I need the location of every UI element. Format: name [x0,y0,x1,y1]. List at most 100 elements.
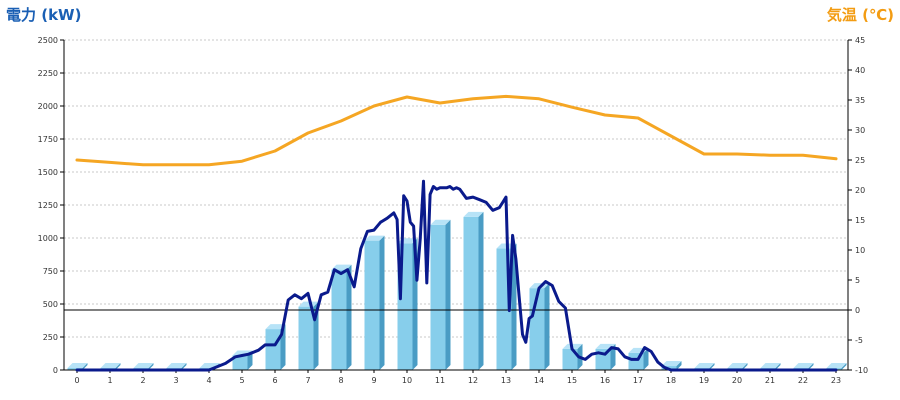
right-tick-label: 20 [855,186,865,195]
bar-side [544,283,550,370]
x-tick-label: 8 [338,376,343,385]
bar-14 [529,283,550,370]
x-tick-label: 4 [206,376,211,385]
x-tick-label: 20 [732,376,742,385]
bar-top [760,363,781,369]
bar-side [610,343,616,370]
x-tick-label: 23 [831,376,841,385]
bar-0 [67,363,88,370]
grid-lines [64,39,848,371]
x-tick-label: 5 [239,376,244,385]
x-tick-label: 22 [798,376,808,385]
bar-front [232,355,248,370]
x-tick-label: 0 [74,376,79,385]
bar-side [379,235,385,370]
bar-side [742,363,748,370]
bar-side [643,347,649,370]
right-axis-title: 気温 (℃) [826,6,894,24]
bar-top [727,363,748,369]
right-tick-label: 10 [855,246,865,255]
bar-side [775,363,781,370]
x-tick-label: 6 [272,376,277,385]
bar-side [181,363,187,370]
right-tick-label: 5 [855,276,860,285]
bar-top [166,363,187,369]
x-tick-label: 13 [501,376,511,385]
x-tick-label: 17 [633,376,643,385]
x-tick-label: 3 [173,376,178,385]
x-tick-label: 15 [567,376,577,385]
bar-top [133,363,154,369]
bar-front [265,329,281,370]
left-tick-label: 2000 [38,102,58,111]
bar-side [808,363,814,370]
bar-side [709,363,715,370]
bar-side [511,243,517,370]
power-line [75,179,838,372]
bar-front [298,306,314,370]
right-tick-label: 40 [855,66,865,75]
x-tick-label: 19 [699,376,709,385]
bar-front [430,224,446,370]
bar-top [67,363,88,369]
bar-front [331,269,347,370]
bar-top [364,235,385,241]
bar-side [346,264,352,370]
x-tick-label: 7 [305,376,310,385]
left-tick-label: 0 [53,366,58,375]
right-tick-label: -5 [855,336,863,345]
bar-9 [364,235,385,370]
bar-front [562,348,578,370]
left-tick-label: 1500 [38,168,58,177]
left-tick-label: 250 [43,333,58,342]
left-tick-label: 1000 [38,234,58,243]
right-tick-label: 0 [855,306,860,315]
bar-side [841,363,847,370]
right-tick-label: 30 [855,126,865,135]
x-tick-label: 21 [765,376,775,385]
bar-11 [430,219,451,370]
bar-top [100,363,121,369]
bar-front [463,216,479,370]
right-tick-label: 35 [855,96,865,105]
bar-top [463,211,484,217]
left-tick-label: 2500 [38,36,58,45]
right-tick-label: 15 [855,216,865,225]
bar-side [115,363,121,370]
x-tick-label: 12 [468,376,478,385]
x-tick-label: 2 [140,376,145,385]
left-tick-label: 500 [43,300,58,309]
left-tick-label: 1250 [38,201,58,210]
x-tick-label: 14 [534,376,544,385]
bar-side [445,219,451,370]
x-tick-label: 18 [666,376,676,385]
temperature-line [75,94,838,167]
bar-top [430,219,451,225]
bar-front [67,368,83,370]
bar-top [298,301,319,307]
bar-series [67,211,847,370]
line-series [75,94,838,372]
bar-top [661,361,682,367]
x-tick-label: 10 [402,376,412,385]
right-tick-label: 45 [855,36,865,45]
right-tick-label: -10 [855,366,868,375]
bar-top [331,264,352,270]
bar-12 [463,211,484,370]
bar-side [82,363,88,370]
left-tick-label: 2250 [38,69,58,78]
x-tick-label: 9 [371,376,376,385]
x-tick-label: 11 [435,376,445,385]
x-tick-label: 1 [107,376,112,385]
left-axis-title: 電力 (kW) [6,6,82,24]
right-tick-label: 25 [855,156,865,165]
bar-8 [331,264,352,370]
bar-side [478,211,484,370]
x-tick-label: 16 [600,376,610,385]
tick-labels: 0 250 500 7 5 0 1000 1250 1500 17 5 0 2000 2250 2500 -1… [38,36,868,385]
bar-top [694,363,715,369]
bar-side [676,361,682,370]
bar-side [148,363,154,370]
bar-top [826,363,847,369]
